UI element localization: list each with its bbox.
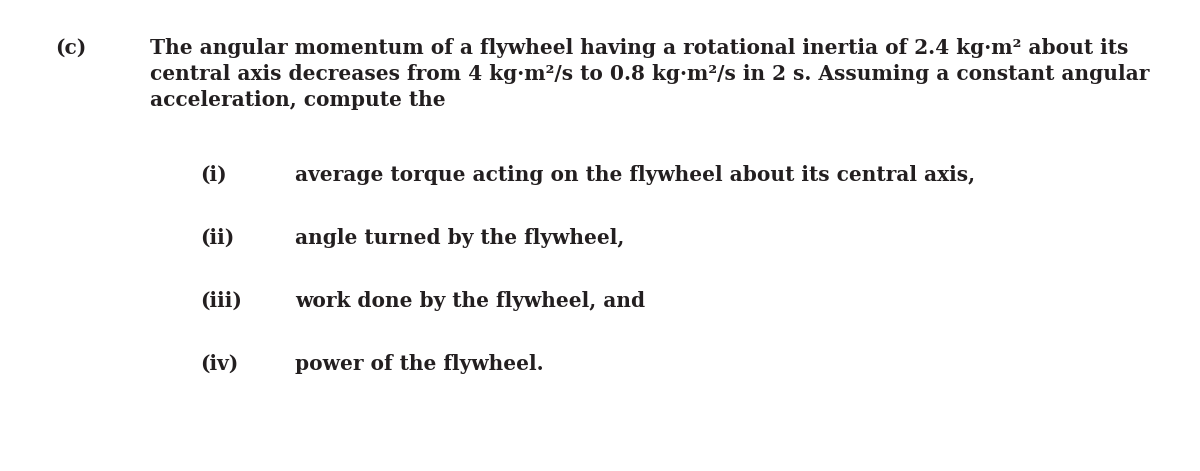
- Text: The angular momentum of a flywheel having a rotational inertia of 2.4 kg·m² abou: The angular momentum of a flywheel havin…: [150, 38, 1128, 58]
- Text: average torque acting on the flywheel about its central axis,: average torque acting on the flywheel ab…: [295, 165, 976, 185]
- Text: (ii): (ii): [200, 228, 234, 248]
- Text: central axis decreases from 4 kg·m²/s to 0.8 kg·m²/s in 2 s. Assuming a constant: central axis decreases from 4 kg·m²/s to…: [150, 64, 1150, 84]
- Text: power of the flywheel.: power of the flywheel.: [295, 354, 544, 374]
- Text: (c): (c): [55, 38, 86, 58]
- Text: acceleration, compute the: acceleration, compute the: [150, 90, 445, 110]
- Text: angle turned by the flywheel,: angle turned by the flywheel,: [295, 228, 624, 248]
- Text: (iv): (iv): [200, 354, 239, 374]
- Text: (iii): (iii): [200, 291, 242, 311]
- Text: work done by the flywheel, and: work done by the flywheel, and: [295, 291, 646, 311]
- Text: (i): (i): [200, 165, 227, 185]
